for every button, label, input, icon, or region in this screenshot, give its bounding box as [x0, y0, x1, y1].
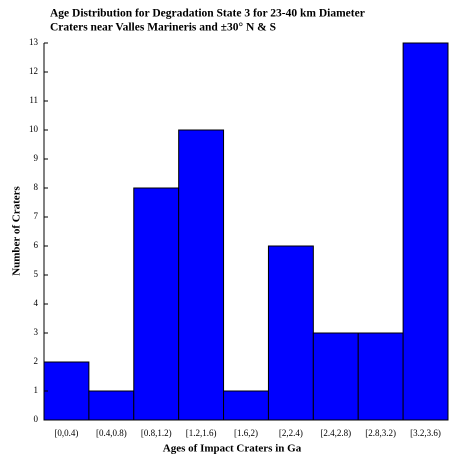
bar	[133, 187, 180, 421]
x-tick-label: [2.8,3.2)	[365, 428, 396, 438]
bar	[223, 390, 269, 421]
x-tick-label: [0.8,1.2)	[141, 428, 172, 438]
y-axis-title: Number of Craters	[11, 185, 23, 275]
bar	[402, 42, 449, 421]
y-tick-label: 4	[34, 298, 39, 308]
chart-title: Age Distribution for Degradation State 3…	[50, 8, 365, 20]
y-tick-label: 1	[34, 385, 39, 395]
x-tick-label: [0,0.4)	[54, 428, 78, 438]
y-tick-label: 7	[34, 211, 39, 221]
bar	[88, 390, 135, 421]
bar	[357, 332, 404, 421]
x-tick-label: [3.2,3.6)	[410, 428, 441, 438]
chart-title: Craters near Valles Marineris and ±30° N…	[50, 22, 276, 34]
bar	[178, 129, 225, 421]
y-tick-label: 8	[34, 182, 39, 192]
y-tick-label: 3	[34, 327, 39, 337]
x-tick-label: [1.2,1.6)	[186, 428, 217, 438]
x-axis-title: Ages of Impact Craters in Ga	[163, 443, 302, 455]
y-tick-label: 10	[29, 124, 39, 134]
y-tick-label: 12	[29, 66, 38, 76]
bar	[312, 332, 359, 421]
y-tick-label: 11	[29, 95, 38, 105]
y-tick-label: 9	[34, 153, 39, 163]
y-tick-label: 2	[34, 356, 39, 366]
x-tick-label: [2,2.4)	[279, 428, 303, 438]
x-tick-label: [2.4,2.8)	[320, 428, 351, 438]
y-tick-label: 13	[29, 37, 39, 47]
bar	[267, 245, 314, 421]
x-tick-label: [0.4,0.8)	[96, 428, 127, 438]
y-tick-label: 5	[34, 269, 39, 279]
y-tick-label: 0	[34, 414, 39, 424]
y-tick-label: 6	[34, 240, 39, 250]
bar	[43, 361, 90, 421]
x-tick-label: [1.6,2)	[234, 428, 258, 438]
